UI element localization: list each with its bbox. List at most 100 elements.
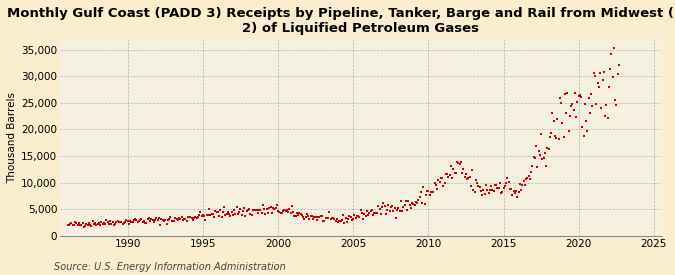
Point	[437, 176, 448, 180]
Point	[240, 213, 251, 218]
Point	[179, 217, 190, 221]
Point	[142, 217, 153, 221]
Point	[377, 205, 387, 210]
Point	[346, 215, 356, 220]
Point	[242, 208, 253, 213]
Point	[543, 147, 554, 151]
Point	[529, 156, 540, 160]
Point	[527, 164, 538, 168]
Point	[400, 199, 411, 203]
Point	[191, 216, 202, 221]
Point	[513, 189, 524, 194]
Point	[166, 219, 177, 223]
Point	[493, 186, 504, 190]
Point	[346, 217, 357, 222]
Point	[488, 189, 499, 194]
Point	[545, 135, 556, 139]
Point	[264, 206, 275, 210]
Point	[244, 207, 254, 211]
Point	[275, 211, 286, 215]
Point	[295, 211, 306, 216]
Point	[517, 183, 528, 188]
Point	[595, 71, 605, 76]
Point	[185, 215, 196, 220]
Point	[308, 217, 319, 221]
Point	[372, 211, 383, 215]
Point	[408, 201, 418, 206]
Point	[447, 176, 458, 180]
Point	[74, 221, 84, 226]
Point	[571, 114, 582, 119]
Point	[404, 203, 415, 207]
Point	[170, 216, 181, 220]
Point	[608, 46, 619, 51]
Point	[333, 220, 344, 224]
Point	[358, 217, 369, 221]
Point	[97, 221, 108, 226]
Point	[144, 216, 155, 221]
Point	[293, 213, 304, 217]
Point	[398, 205, 408, 210]
Point	[189, 216, 200, 220]
Point	[219, 205, 230, 210]
Point	[537, 157, 548, 162]
Point	[350, 216, 361, 220]
Point	[124, 222, 134, 226]
Point	[265, 205, 276, 209]
Point	[109, 223, 119, 227]
Point	[239, 205, 250, 210]
Point	[452, 160, 462, 164]
Point	[562, 91, 573, 95]
Point	[578, 134, 589, 138]
Point	[554, 137, 564, 142]
Point	[446, 164, 456, 169]
Point	[477, 193, 487, 198]
Point	[339, 221, 350, 225]
Point	[464, 174, 475, 179]
Point	[227, 212, 238, 217]
Point	[483, 191, 494, 195]
Point	[232, 211, 243, 216]
Point	[75, 222, 86, 227]
Point	[593, 84, 604, 89]
Point	[611, 102, 622, 107]
Point	[169, 218, 180, 223]
Point	[459, 175, 470, 180]
Point	[526, 169, 537, 174]
Point	[567, 102, 578, 106]
Point	[605, 67, 616, 71]
Point	[163, 218, 173, 222]
Point	[84, 223, 95, 227]
Point	[134, 219, 144, 224]
Point	[205, 213, 216, 217]
Point	[321, 216, 332, 220]
Point	[171, 216, 182, 221]
Point	[410, 200, 421, 204]
Point	[100, 221, 111, 226]
Point	[343, 217, 354, 221]
Point	[82, 223, 93, 227]
Point	[198, 213, 209, 217]
Point	[582, 128, 593, 133]
Point	[342, 219, 352, 224]
Point	[335, 219, 346, 223]
Point	[91, 223, 102, 227]
Point	[113, 219, 124, 224]
Text: Source: U.S. Energy Information Administration: Source: U.S. Energy Information Administ…	[54, 262, 286, 272]
Point	[248, 207, 259, 212]
Point	[156, 216, 167, 221]
Point	[592, 81, 603, 86]
Point	[485, 183, 496, 188]
Point	[267, 205, 278, 210]
Point	[334, 219, 345, 223]
Point	[385, 205, 396, 209]
Point	[101, 217, 112, 222]
Point	[564, 129, 574, 133]
Point	[523, 174, 534, 178]
Point	[580, 119, 591, 123]
Y-axis label: Thousand Barrels: Thousand Barrels	[7, 92, 17, 183]
Point	[153, 218, 163, 222]
Point	[320, 216, 331, 220]
Point	[580, 102, 591, 106]
Point	[344, 214, 355, 218]
